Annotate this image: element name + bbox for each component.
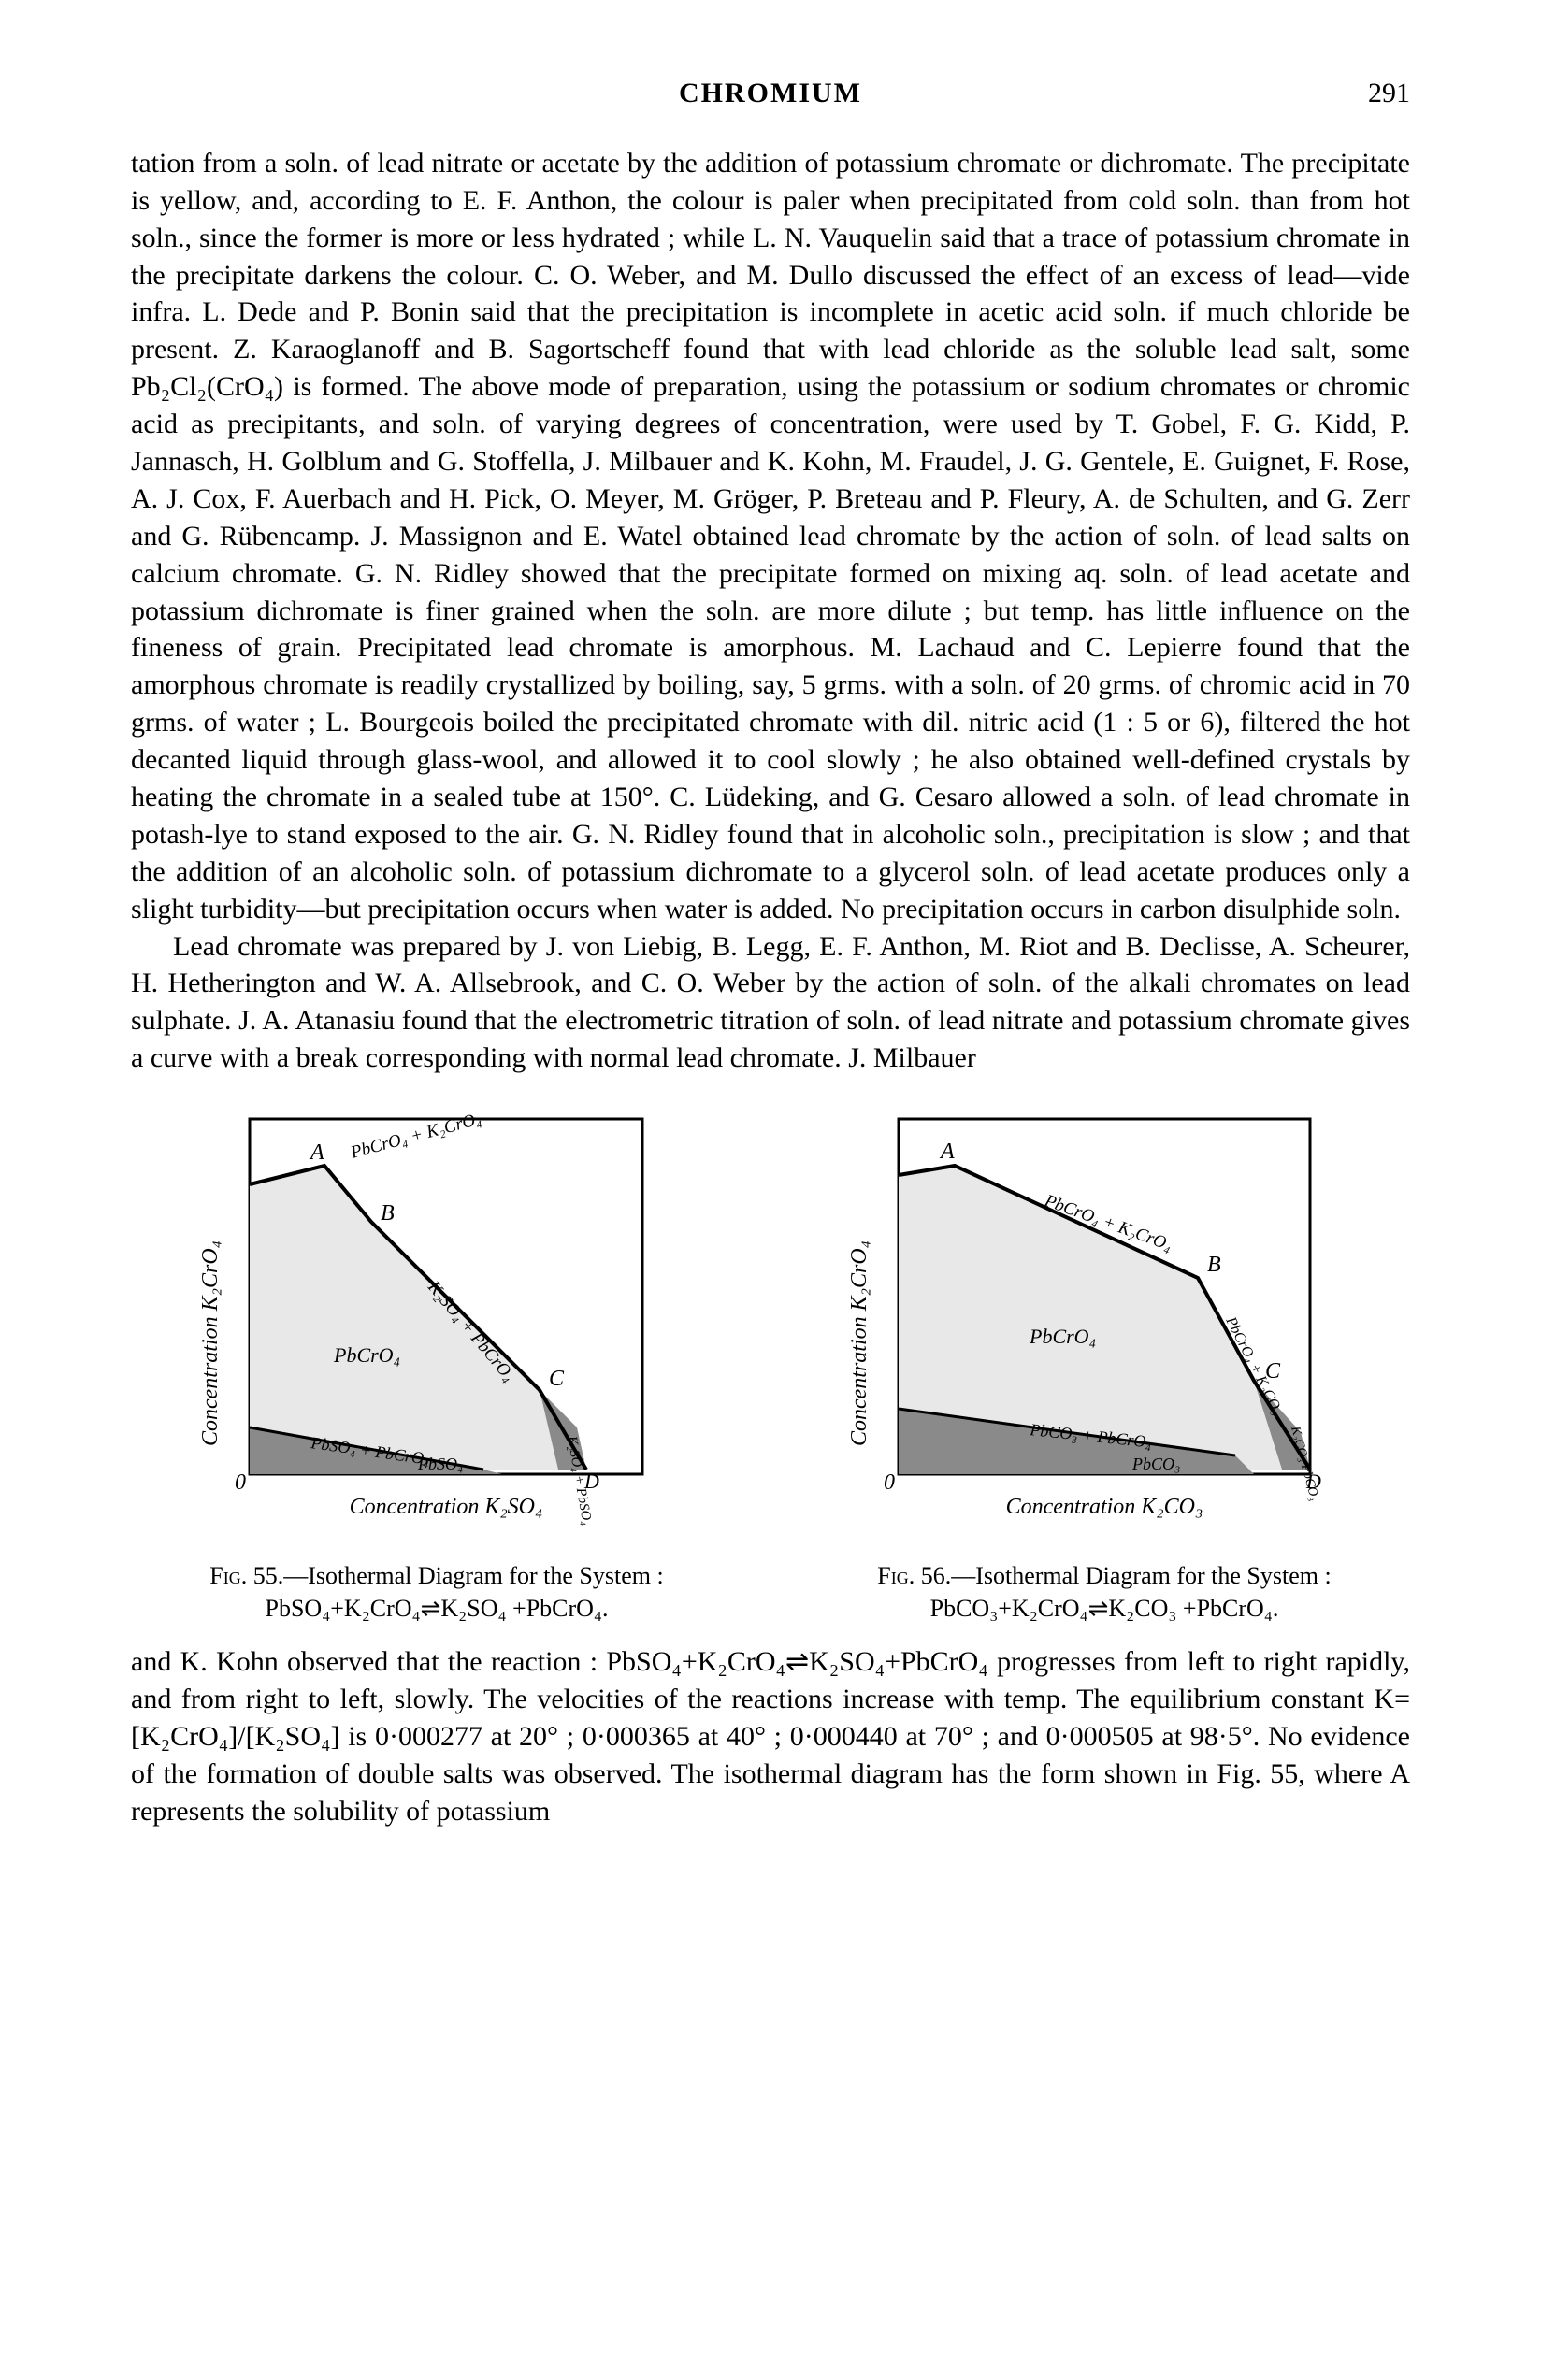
chart-label: PbSO₄ (417, 1455, 463, 1473)
chart-label: A (939, 1140, 955, 1164)
figure-row: Concentration K₂CrO₄ Concentration K₂SO₄… (131, 1100, 1410, 1625)
chart-label: 0 (235, 1470, 246, 1495)
chart-label: A (309, 1140, 324, 1165)
chart-label: PbCrO₄ (333, 1343, 400, 1367)
fig55-caption-prefix: Fig. 55. (209, 1562, 283, 1589)
fig55-xlabel: Concentration K₂SO₄ (350, 1495, 543, 1519)
figure-56-caption: Fig. 56.—Isothermal Diagram for the Syst… (799, 1559, 1410, 1625)
chart-label: B (381, 1201, 395, 1226)
figure-56: Concentration K₂CrO₄ Concentration K₂CO₃… (799, 1100, 1410, 1625)
chart-label: PbCO₃ (1131, 1455, 1180, 1473)
fig56-ylabel: Concentration K₂CrO₄ (847, 1240, 871, 1446)
fig56-xlabel: Concentration K₂CO₃ (1006, 1495, 1203, 1519)
figure-56-svg: Concentration K₂CrO₄ Concentration K₂CO₃… (824, 1100, 1385, 1540)
fig56-caption-text: —Isothermal Diagram for the System : PbC… (930, 1562, 1332, 1622)
chart-label: B (1207, 1253, 1221, 1277)
chart-label: PbCrO₄ + K₂CrO₄ (348, 1110, 483, 1164)
page-header: CHROMIUM 291 (131, 75, 1410, 112)
fig55-caption-text: —Isothermal Diagram for the System : PbS… (266, 1562, 664, 1622)
fig55-ylabel: Concentration K₂CrO₄ (198, 1240, 223, 1446)
fig55-region-main (250, 1166, 558, 1474)
chart-label: C (549, 1367, 565, 1391)
chart-label: 0 (884, 1470, 895, 1495)
page-number: 291 (1335, 75, 1410, 112)
figure-55: Concentration K₂CrO₄ Concentration K₂SO₄… (131, 1100, 742, 1625)
figure-55-svg: Concentration K₂CrO₄ Concentration K₂SO₄… (175, 1100, 698, 1540)
page-title: CHROMIUM (206, 75, 1335, 112)
page: CHROMIUM 291 tation from a soln. of lead… (0, 0, 1541, 1924)
body-paragraph-2: Lead chromate was prepared by J. von Lie… (131, 928, 1410, 1078)
fig56-caption-prefix: Fig. 56. (877, 1562, 951, 1589)
figure-55-caption: Fig. 55.—Isothermal Diagram for the Syst… (131, 1559, 742, 1625)
body-paragraph-1: tation from a soln. of lead nitrate or a… (131, 145, 1410, 928)
chart-label: PbCrO₄ (1029, 1325, 1096, 1348)
body-paragraph-3: and K. Kohn observed that the reaction :… (131, 1643, 1410, 1829)
